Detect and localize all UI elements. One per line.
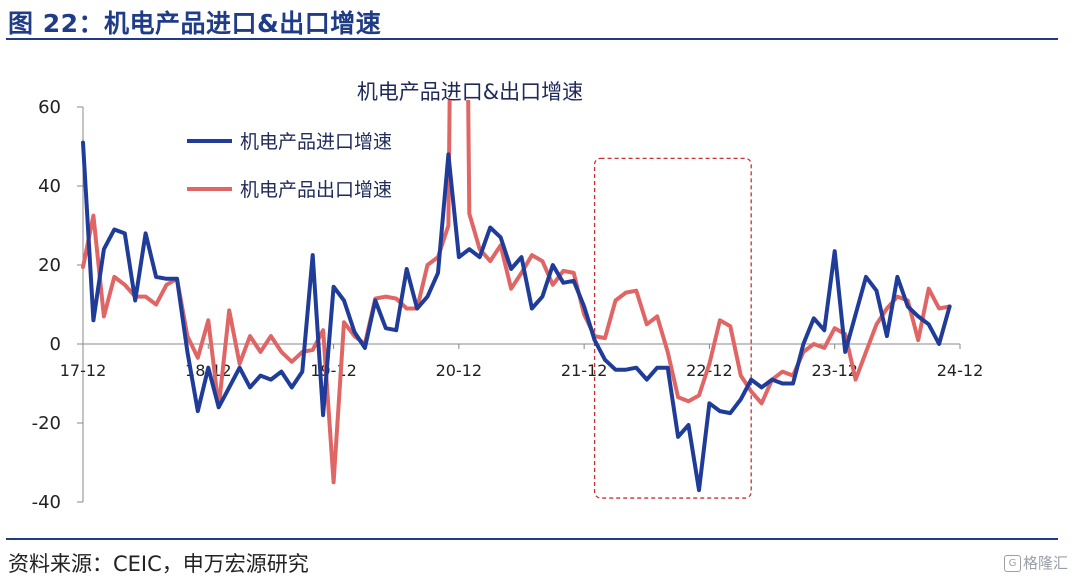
watermark-text: 格隆汇 [1022,554,1068,572]
x-tick-label: 20-12 [436,361,483,380]
highlight-rect [593,157,752,499]
watermark-logo-icon: G [1003,555,1021,572]
x-tick-label: 23-12 [811,361,858,380]
x-tick-label: 21-12 [561,361,608,380]
legend: 机电产品进口增速 机电产品出口增速 [187,131,392,201]
bottom-rule [6,538,1058,540]
y-tick-label: 40 [38,176,61,197]
x-tick-label: 22-12 [686,361,733,380]
series-line-import [81,140,952,493]
legend-label-export: 机电产品出口增速 [240,179,392,201]
x-tick-label: 24-12 [937,361,984,380]
figure-title: 图 22：机电产品进口&出口增速 [8,9,382,38]
source-note: 资料来源：CEIC，申万宏源研究 [8,552,309,576]
series-line-export [81,100,952,485]
x-tick-label: 19-12 [310,361,357,380]
series-lines [81,100,952,493]
y-tick-label: -40 [32,492,61,513]
legend-label-import: 机电产品进口增速 [240,131,392,153]
top-rule [6,38,1058,40]
highlight-box [593,157,752,499]
watermark: G 格隆汇 [1003,552,1068,573]
x-tick-label: 17-12 [60,361,107,380]
y-tick-label: 0 [50,334,61,355]
y-tick-label: -20 [32,413,61,434]
y-tick-label: 60 [38,97,61,118]
y-axis: -40 -20 0 20 40 60 [32,97,84,513]
y-tick-label: 20 [38,255,61,276]
